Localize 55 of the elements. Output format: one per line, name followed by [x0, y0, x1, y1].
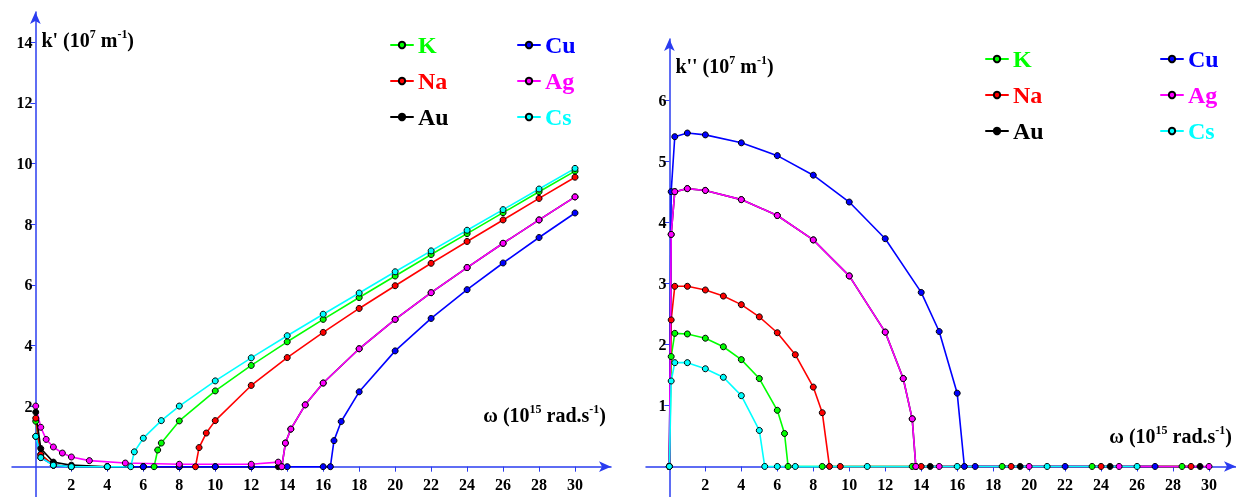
x-tick-label: 2: [701, 475, 710, 493]
x-tick-label: 12: [877, 475, 894, 493]
y-tick-label: 8: [24, 215, 33, 233]
x-tick-label: 8: [175, 476, 184, 494]
x-tick-label: 6: [139, 476, 148, 494]
x-tick-label: 28: [1165, 475, 1182, 493]
legend-label: Au: [418, 104, 449, 130]
y-tick-label: 2: [658, 335, 667, 353]
x-tick-label: 30: [567, 476, 584, 494]
y-tick-label: 6: [24, 276, 33, 294]
x-tick-label: 20: [387, 476, 404, 494]
x-tick-label: 30: [1201, 475, 1218, 493]
x-tick-label: 14: [913, 475, 930, 493]
x-tick-label: 14: [279, 476, 296, 494]
x-tick-label: 26: [1129, 475, 1146, 493]
y-tick-label: 5: [658, 152, 667, 170]
legend-label: Na: [1013, 82, 1043, 108]
legend-label: Ag: [545, 68, 575, 94]
x-tick-label: 26: [495, 476, 512, 494]
x-tick-label: 16: [949, 475, 966, 493]
legend-label: Cu: [545, 32, 576, 58]
y-tick-label: 14: [16, 33, 33, 51]
y-tick-label: 6: [658, 91, 667, 109]
x-tick-label: 24: [1093, 475, 1110, 493]
y-tick-label: 4: [658, 213, 667, 231]
x-tick-label: 10: [207, 476, 224, 494]
x-tick-label: 10: [841, 475, 858, 493]
y-tick-label: 1: [658, 396, 667, 414]
y-tick-label: 2: [24, 397, 33, 415]
y-tick-label: 3: [658, 274, 667, 292]
x-tick-label: 6: [773, 475, 782, 493]
x-tick-label: 18: [985, 475, 1002, 493]
y-tick-label: 4: [24, 336, 33, 354]
x-tick-label: 22: [423, 476, 440, 494]
x-tick-label: 8: [809, 475, 818, 493]
legend-label: Ag: [1188, 82, 1218, 108]
y-tick-label: 12: [16, 94, 33, 112]
y-tick-label: 10: [16, 155, 33, 173]
x-tick-label: 22: [1057, 475, 1074, 493]
x-tick-label: 4: [103, 476, 112, 494]
x-tick-label: 24: [459, 476, 476, 494]
legend-label: K: [1013, 46, 1032, 72]
x-tick-label: 16: [315, 476, 332, 494]
legend-label: Au: [1013, 118, 1044, 144]
legend-label: Na: [418, 68, 448, 94]
legend-label: Cs: [545, 104, 572, 130]
x-tick-label: 12: [243, 476, 260, 494]
legend-label: K: [418, 32, 437, 58]
x-tick-label: 4: [737, 475, 746, 493]
x-tick-label: 20: [1021, 475, 1038, 493]
legend-label: Cs: [1188, 118, 1215, 144]
x-tick-label: 2: [67, 476, 76, 494]
legend-label: Cu: [1188, 46, 1219, 72]
x-tick-label: 28: [531, 476, 548, 494]
x-tick-label: 18: [351, 476, 368, 494]
